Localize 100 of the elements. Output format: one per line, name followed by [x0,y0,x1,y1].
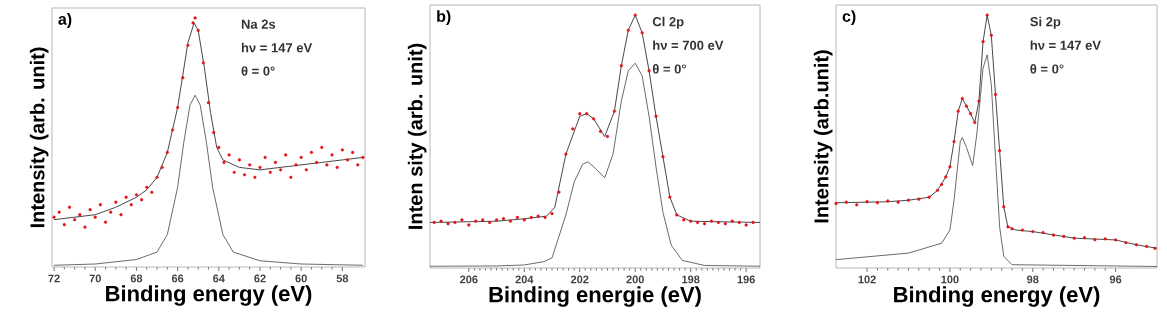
point [1041,231,1045,235]
point [529,215,533,220]
point [906,198,911,202]
point [508,219,513,223]
point [1031,229,1035,234]
point [989,33,993,37]
point [571,127,575,131]
annotation: θ = 0° [241,66,275,76]
point [1051,233,1056,237]
annotation: b) [437,10,451,26]
point [619,64,623,68]
point [578,112,582,116]
point [501,217,506,221]
x-tick-label: 204 [515,275,534,284]
point [985,13,989,17]
point [585,112,589,116]
point [886,199,890,203]
x-tick-label: 72 [48,274,60,283]
x-tick-label: 60 [295,274,307,283]
annotation: θ = 0° [652,64,687,74]
annotation: hν = 147 eV [241,42,313,53]
point [488,220,492,225]
x-tick-label: 68 [130,274,143,283]
x-tick-label: 200 [626,275,644,284]
point [515,215,519,220]
x-tick-label: 98 [1027,275,1039,284]
point [952,139,956,144]
point [896,200,900,204]
point [453,220,457,225]
point [702,222,707,226]
point [689,219,693,223]
y-axis-title: Intensity (arb.unit) [813,50,833,223]
point [1113,238,1118,242]
point [592,117,596,121]
y-axis-title: Inten sity (arb. unit) [407,43,427,229]
point [543,215,547,220]
point [536,214,540,218]
point [865,200,869,204]
x-axis-title: Binding energie (eV) [489,286,701,307]
point [1093,238,1097,242]
point [744,223,748,227]
annotation: Si 2p [1030,16,1061,29]
x-tick-label: 58 [336,274,349,283]
annotation: c) [842,10,856,26]
point [661,155,665,159]
point [948,165,952,169]
point [981,40,985,44]
point [940,182,944,187]
point [716,220,720,225]
point [1124,241,1128,245]
point [446,222,450,226]
point [1006,225,1010,229]
point [969,112,973,116]
point [917,197,921,201]
point [696,220,700,225]
point [612,109,617,113]
point [640,31,644,35]
point [467,223,471,227]
annotation: hν = 147 eV [1030,40,1101,50]
point [564,152,568,156]
point [1010,227,1014,231]
point [647,69,651,73]
annotation: hν = 700 eV [653,40,724,50]
point [494,218,499,222]
annotation: a) [58,13,72,28]
x-tick-label: 206 [460,275,478,284]
point [1072,236,1076,240]
point [1153,246,1157,250]
point [1020,228,1024,232]
x-tick-label: 62 [254,274,266,283]
annotation: Na 2s [241,19,276,29]
point [875,201,880,205]
point [1145,244,1149,249]
x-tick-label: 64 [213,274,225,283]
point [709,219,714,223]
point [960,96,964,101]
point [1062,234,1066,238]
point [682,218,686,222]
point [964,104,969,108]
point [668,195,672,199]
point [654,114,658,118]
x-axis-title: Binding energy (eV) [894,286,1100,307]
x-tick-label: 96 [1109,275,1122,284]
point [1134,243,1138,247]
point [550,212,554,216]
x-tick-label: 70 [89,274,101,283]
point [956,109,960,113]
point [522,218,526,222]
point [432,220,436,225]
point [481,218,485,222]
point [927,195,931,199]
point [675,213,679,217]
x-tick-label: 202 [570,275,589,284]
point [439,219,443,223]
point [598,129,603,134]
point [834,201,838,206]
x-axis-title: Binding energy (eV) [106,285,312,306]
point [730,219,734,223]
point [633,13,637,17]
point [855,203,859,207]
